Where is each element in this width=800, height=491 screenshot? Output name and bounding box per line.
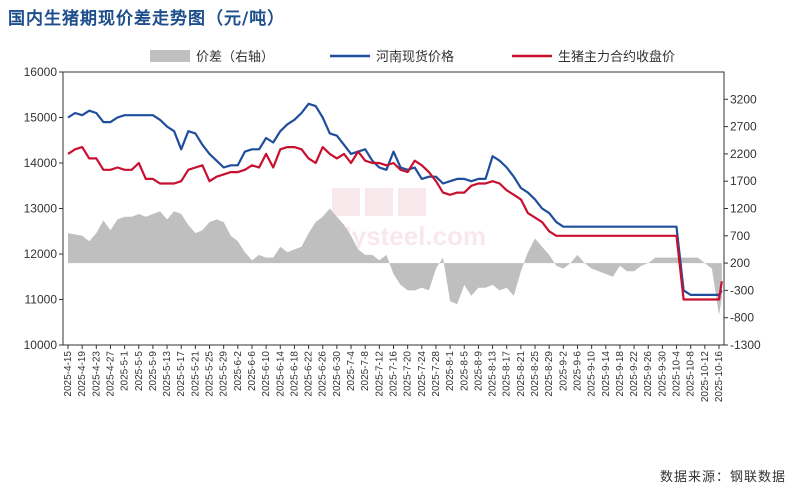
x-tick-label: 2025-8-9 xyxy=(473,351,484,391)
x-tick-label: 2025-4-27 xyxy=(105,351,116,397)
x-tick-label: 2025-8-25 xyxy=(530,351,541,397)
y-right-tick-label: 1200 xyxy=(730,202,757,216)
x-tick-label: 2025-8-29 xyxy=(544,351,555,397)
x-tick-label: 2025-10-16 xyxy=(714,351,725,403)
x-tick-label: 2025-10-12 xyxy=(700,351,711,403)
x-tick-label: 2025-6-30 xyxy=(332,351,343,397)
y-left-tick-label: 10000 xyxy=(24,338,58,352)
y-right-tick-label: -300 xyxy=(730,283,754,297)
legend: 价差（右轴） 河南现货价格 生猪主力合约收盘价 xyxy=(150,49,675,65)
x-tick-label: 2025-5-21 xyxy=(190,351,201,397)
x-tick-label: 2025-5-9 xyxy=(148,351,159,391)
watermark: Mysteel.com xyxy=(330,188,486,251)
x-tick-label: 2025-7-16 xyxy=(389,351,400,397)
x-tick-label: 2025-9-26 xyxy=(643,351,654,397)
y-right-tick-label: 2700 xyxy=(730,120,757,134)
x-tick-label: 2025-4-15 xyxy=(63,351,74,397)
x-tick-label: 2025-8-13 xyxy=(488,351,499,397)
legend-swatch-spread xyxy=(150,50,190,62)
series-henan-spot-line xyxy=(67,102,723,296)
y-right-tick-label: -1300 xyxy=(730,338,761,352)
x-tick-label: 2025-10-8 xyxy=(686,351,697,397)
x-tick-label: 2025-10-4 xyxy=(672,351,683,397)
y-left-tick-label: 14000 xyxy=(24,156,58,170)
plot-area xyxy=(62,71,725,346)
price-lines-layer xyxy=(67,102,723,301)
x-tick-label: 2025-9-14 xyxy=(601,351,612,397)
x-tick-label: 2025-6-6 xyxy=(247,351,258,391)
x-axis: 2025-4-15 2025-4-19 2025-4-23 2025-4-27 2025… xyxy=(63,345,725,402)
x-tick-label: 2025-6-14 xyxy=(275,351,286,397)
x-tick-label: 2025-5-17 xyxy=(176,351,187,397)
x-tick-label: 2025-9-22 xyxy=(629,351,640,397)
y-axis-left: 10000 11000 12000 13000 14000 15000 16000 xyxy=(24,65,63,352)
x-tick-label: 2025-9-10 xyxy=(587,351,598,397)
y-left-tick-label: 13000 xyxy=(24,202,58,216)
legend-label-futures: 生猪主力合约收盘价 xyxy=(558,49,675,65)
legend-label-spread: 价差（右轴） xyxy=(196,50,274,65)
y-right-tick-label: 700 xyxy=(730,229,750,243)
x-tick-label: 2025-9-2 xyxy=(558,351,569,391)
y-axis-right: -1300 -800 -300 200 700 1200 1700 2200 2700 3200 xyxy=(724,92,761,352)
x-tick-label: 2025-9-6 xyxy=(572,351,583,391)
series-futures-close-line xyxy=(67,146,723,301)
y-left-tick-label: 15000 xyxy=(24,111,58,125)
x-tick-label: 2025-4-19 xyxy=(77,351,88,397)
x-tick-label: 2025-7-12 xyxy=(374,351,385,397)
x-tick-label: 2025-5-5 xyxy=(134,351,145,391)
data-source: 数据来源：钢联数据 xyxy=(659,470,786,485)
y-left-tick-label: 16000 xyxy=(24,65,58,79)
x-tick-label: 2025-7-28 xyxy=(431,351,442,397)
x-tick-label: 2025-5-13 xyxy=(162,351,173,397)
x-tick-label: 2025-6-26 xyxy=(318,351,329,397)
x-tick-label: 2025-9-30 xyxy=(657,351,668,397)
x-tick-label: 2025-6-2 xyxy=(233,351,244,391)
spread-area-layer xyxy=(68,208,722,315)
x-tick-label: 2025-6-22 xyxy=(304,351,315,397)
legend-label-henan: 河南现货价格 xyxy=(376,49,454,65)
x-tick-label: 2025-7-8 xyxy=(360,351,371,391)
chart-title: 国内生猪期现价差走势图（元/吨） xyxy=(8,9,286,29)
x-tick-label: 2025-8-1 xyxy=(445,351,456,391)
y-right-tick-label: 3200 xyxy=(730,92,757,106)
y-left-tick-label: 11000 xyxy=(25,293,58,307)
x-tick-label: 2025-8-21 xyxy=(516,351,527,397)
x-tick-label: 2025-5-1 xyxy=(120,351,131,391)
y-right-tick-label: -800 xyxy=(730,311,754,325)
y-right-tick-label: 1700 xyxy=(730,174,757,188)
x-tick-label: 2025-8-5 xyxy=(459,351,470,391)
x-tick-label: 2025-9-18 xyxy=(615,351,626,397)
x-tick-label: 2025-6-18 xyxy=(289,351,300,397)
x-tick-label: 2025-7-4 xyxy=(346,351,357,391)
x-tick-label: 2025-7-20 xyxy=(403,351,414,397)
x-tick-label: 2025-5-29 xyxy=(219,351,230,397)
y-left-tick-label: 12000 xyxy=(24,247,58,261)
x-tick-label: 2025-8-17 xyxy=(502,351,513,397)
y-right-tick-label: 2200 xyxy=(730,147,757,161)
x-tick-label: 2025-7-24 xyxy=(417,351,428,397)
x-tick-label: 2025-6-10 xyxy=(261,351,272,397)
series-spread-area xyxy=(68,208,722,315)
y-right-tick-label: 200 xyxy=(730,256,750,270)
x-tick-label: 2025-4-23 xyxy=(91,351,102,397)
x-tick-label: 2025-5-25 xyxy=(205,351,216,397)
